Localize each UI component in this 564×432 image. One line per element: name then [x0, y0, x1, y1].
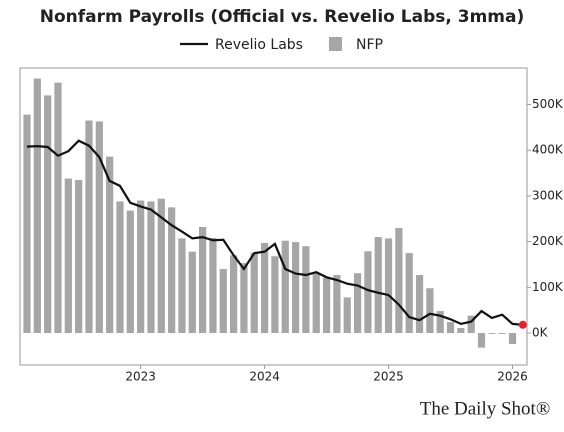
bar: [477, 333, 486, 348]
bar: [322, 277, 331, 334]
x-tick-label: 2023: [125, 370, 156, 384]
line: [26, 139, 523, 326]
y-tick-label: 100K: [532, 280, 564, 294]
bar: [374, 237, 382, 334]
bar: [209, 237, 217, 334]
chart-title: Nonfarm Payrolls (Official vs. Revelio L…: [40, 7, 525, 27]
x-tick-label: 2024: [249, 370, 280, 384]
bar: [230, 255, 238, 334]
bar: [116, 201, 124, 334]
bar: [23, 114, 31, 334]
bar: [457, 327, 465, 334]
bar: [271, 256, 279, 334]
bar: [106, 156, 114, 334]
bar: [64, 178, 72, 334]
bar: [426, 288, 434, 334]
bar: [199, 227, 207, 334]
bar: [415, 274, 424, 334]
bar: [137, 200, 145, 334]
x-tick-label: 2025: [373, 370, 404, 384]
bar: [302, 246, 310, 334]
legend-label: NFP: [356, 37, 383, 53]
bar: [219, 269, 227, 334]
bar: [333, 274, 341, 334]
bar: [54, 82, 62, 334]
bar: [75, 179, 83, 334]
y-tick-label: 500K: [532, 97, 564, 111]
bar: [467, 315, 475, 334]
bar: [395, 227, 403, 334]
bar: [291, 242, 300, 334]
bar: [147, 201, 155, 334]
bar: [33, 78, 41, 334]
bar: [178, 238, 186, 334]
end-marker: [518, 320, 527, 329]
bar: [250, 252, 258, 334]
bar: [240, 263, 248, 334]
bar: [157, 198, 165, 334]
y-tick-label: 0K: [532, 326, 549, 340]
bar: [498, 333, 506, 334]
bar: [446, 322, 455, 334]
legend-label: Revelio Labs: [215, 37, 303, 53]
source: The Daily Shot®: [420, 398, 551, 419]
bar: [168, 207, 176, 334]
bar: [436, 311, 444, 334]
plot-frame: [19, 67, 528, 366]
legend-swatch: [328, 37, 342, 51]
bar: [95, 121, 103, 334]
bar: [312, 273, 320, 334]
x-tick-label: 2026: [497, 370, 528, 384]
y-tick-label: 400K: [532, 143, 564, 157]
bar: [188, 251, 196, 334]
y-tick-label: 300K: [532, 188, 564, 202]
y-tick-label: 200K: [532, 234, 564, 248]
bar: [44, 95, 52, 334]
bar: [488, 333, 496, 334]
bar: [126, 210, 134, 334]
bar: [85, 120, 93, 334]
bar: [384, 238, 393, 334]
bar: [260, 243, 269, 334]
bar: [405, 253, 413, 334]
bar: [281, 240, 289, 334]
bar: [364, 251, 372, 334]
bar: [353, 273, 362, 334]
bar: [343, 297, 351, 334]
bar: [508, 333, 517, 344]
